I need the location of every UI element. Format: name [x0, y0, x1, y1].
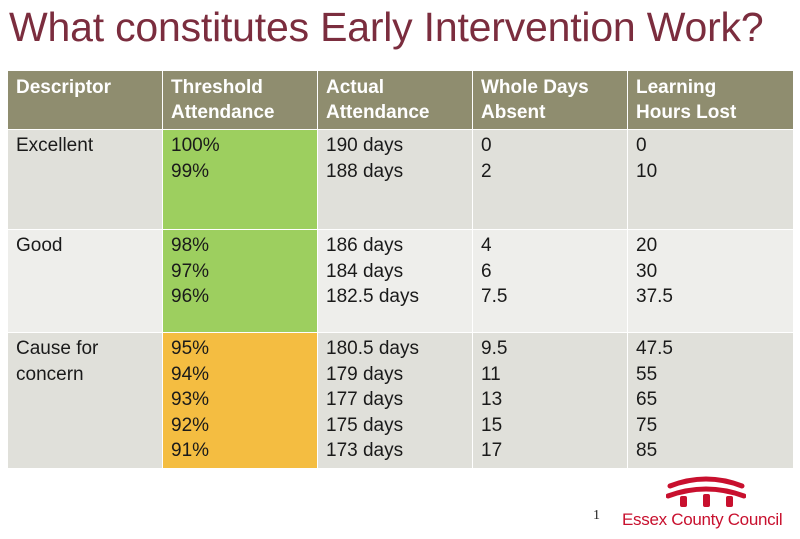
actual-attendance-cell: 180.5 days 179 days 177 days 175 days 17…: [317, 332, 473, 469]
slide-title: What constitutes Early Intervention Work…: [9, 4, 764, 50]
page-number: 1: [593, 508, 600, 523]
threshold-cell: 100% 99%: [162, 129, 318, 230]
header-threshold-attendance: Threshold Attendance: [162, 70, 318, 130]
table-row-excellent: Excellent 100% 99% 190 days 188 days 0 2…: [7, 129, 794, 230]
actual-attendance-cell: 186 days 184 days 182.5 days: [317, 229, 473, 333]
header-actual-attendance: Actual Attendance: [317, 70, 473, 130]
attendance-table: Descriptor Threshold Attendance Actual A…: [7, 70, 794, 469]
essex-county-council-logo: Essex County Council: [622, 474, 794, 534]
table-row-good: Good 98% 97% 96% 186 days 184 days 182.5…: [7, 229, 794, 333]
table-header-row: Descriptor Threshold Attendance Actual A…: [7, 70, 794, 130]
days-absent-cell: 4 6 7.5: [472, 229, 628, 333]
table-row-cause-for-concern: Cause for concern 95% 94% 93% 92% 91% 18…: [7, 332, 794, 469]
hours-lost-cell: 47.5 55 65 75 85: [627, 332, 794, 469]
threshold-cell: 95% 94% 93% 92% 91%: [162, 332, 318, 469]
header-whole-days-absent: Whole Days Absent: [472, 70, 628, 130]
hours-lost-cell: 20 30 37.5: [627, 229, 794, 333]
descriptor-cell: Excellent: [7, 129, 163, 230]
logo-text: Essex County Council: [622, 510, 783, 529]
crossed-seaxes-icon: [666, 476, 746, 507]
header-learning-hours-lost: Learning Hours Lost: [627, 70, 794, 130]
days-absent-cell: 0 2: [472, 129, 628, 230]
days-absent-cell: 9.5 11 13 15 17: [472, 332, 628, 469]
hours-lost-cell: 0 10: [627, 129, 794, 230]
actual-attendance-cell: 190 days 188 days: [317, 129, 473, 230]
threshold-cell: 98% 97% 96%: [162, 229, 318, 333]
descriptor-cell: Cause for concern: [7, 332, 163, 469]
descriptor-cell: Good: [7, 229, 163, 333]
header-descriptor: Descriptor: [7, 70, 163, 130]
